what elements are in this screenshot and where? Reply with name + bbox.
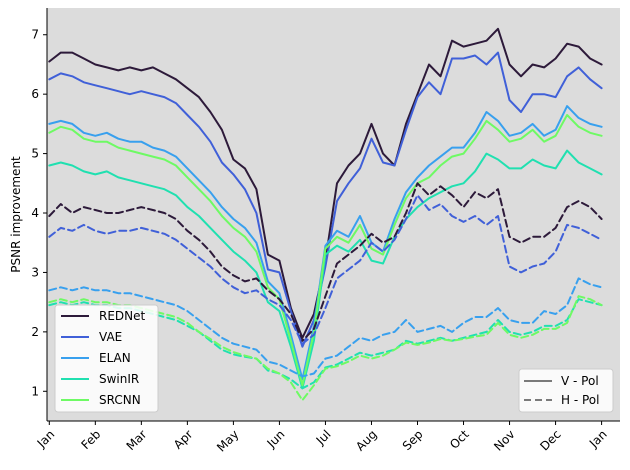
x-tick-label: Aug (353, 427, 379, 453)
x-tick-label: Sep (400, 427, 426, 453)
legend-label-h-pol: H - Pol (561, 393, 599, 407)
legend-label-rednet: REDNet (99, 309, 146, 323)
x-tick-label: Mar (124, 427, 150, 453)
y-tick-label: 4 (31, 206, 39, 220)
series-line-srcnn-v-pol (48, 114, 603, 387)
x-tick-label: Jan (586, 427, 610, 451)
y-tick-label: 1 (31, 384, 39, 398)
x-tick-label: Dec (537, 427, 563, 453)
legend-label-srcnn: SRCNN (99, 393, 141, 407)
series-line-elan-h-pol (48, 277, 603, 378)
series-line-elan-v-pol (48, 105, 603, 381)
legend-models (54, 304, 159, 413)
series-line-vae-h-pol (48, 194, 603, 345)
x-tick-label: Jan (34, 427, 58, 451)
x-tick-label: Jun (264, 427, 288, 451)
series-line-vae-v-pol (48, 51, 603, 348)
x-tick-label: Oct (447, 427, 472, 452)
x-tick-label: Nov (491, 427, 517, 453)
y-tick-label: 7 (31, 28, 39, 42)
x-tick-label: May (214, 427, 241, 454)
x-tick-label: Feb (79, 427, 104, 452)
y-tick-label: 6 (31, 87, 39, 101)
series-group (48, 27, 603, 402)
y-tick-label: 2 (31, 325, 39, 339)
legend-label-elan: ELAN (99, 351, 131, 365)
y-tick-label: 3 (31, 265, 39, 279)
x-tick-label: Apr (171, 427, 196, 452)
y-tick-label: 5 (31, 147, 39, 161)
legend-label-v-pol: V - Pol (561, 374, 599, 388)
series-line-rednet-h-pol (48, 182, 603, 342)
x-tick-label: Jul (313, 427, 334, 448)
legend-label-swinir: SwinIR (99, 372, 139, 386)
y-axis-label: PSNR improvement (9, 156, 23, 273)
legend-polarization (518, 368, 614, 413)
legend-label-vae: VAE (99, 330, 122, 344)
